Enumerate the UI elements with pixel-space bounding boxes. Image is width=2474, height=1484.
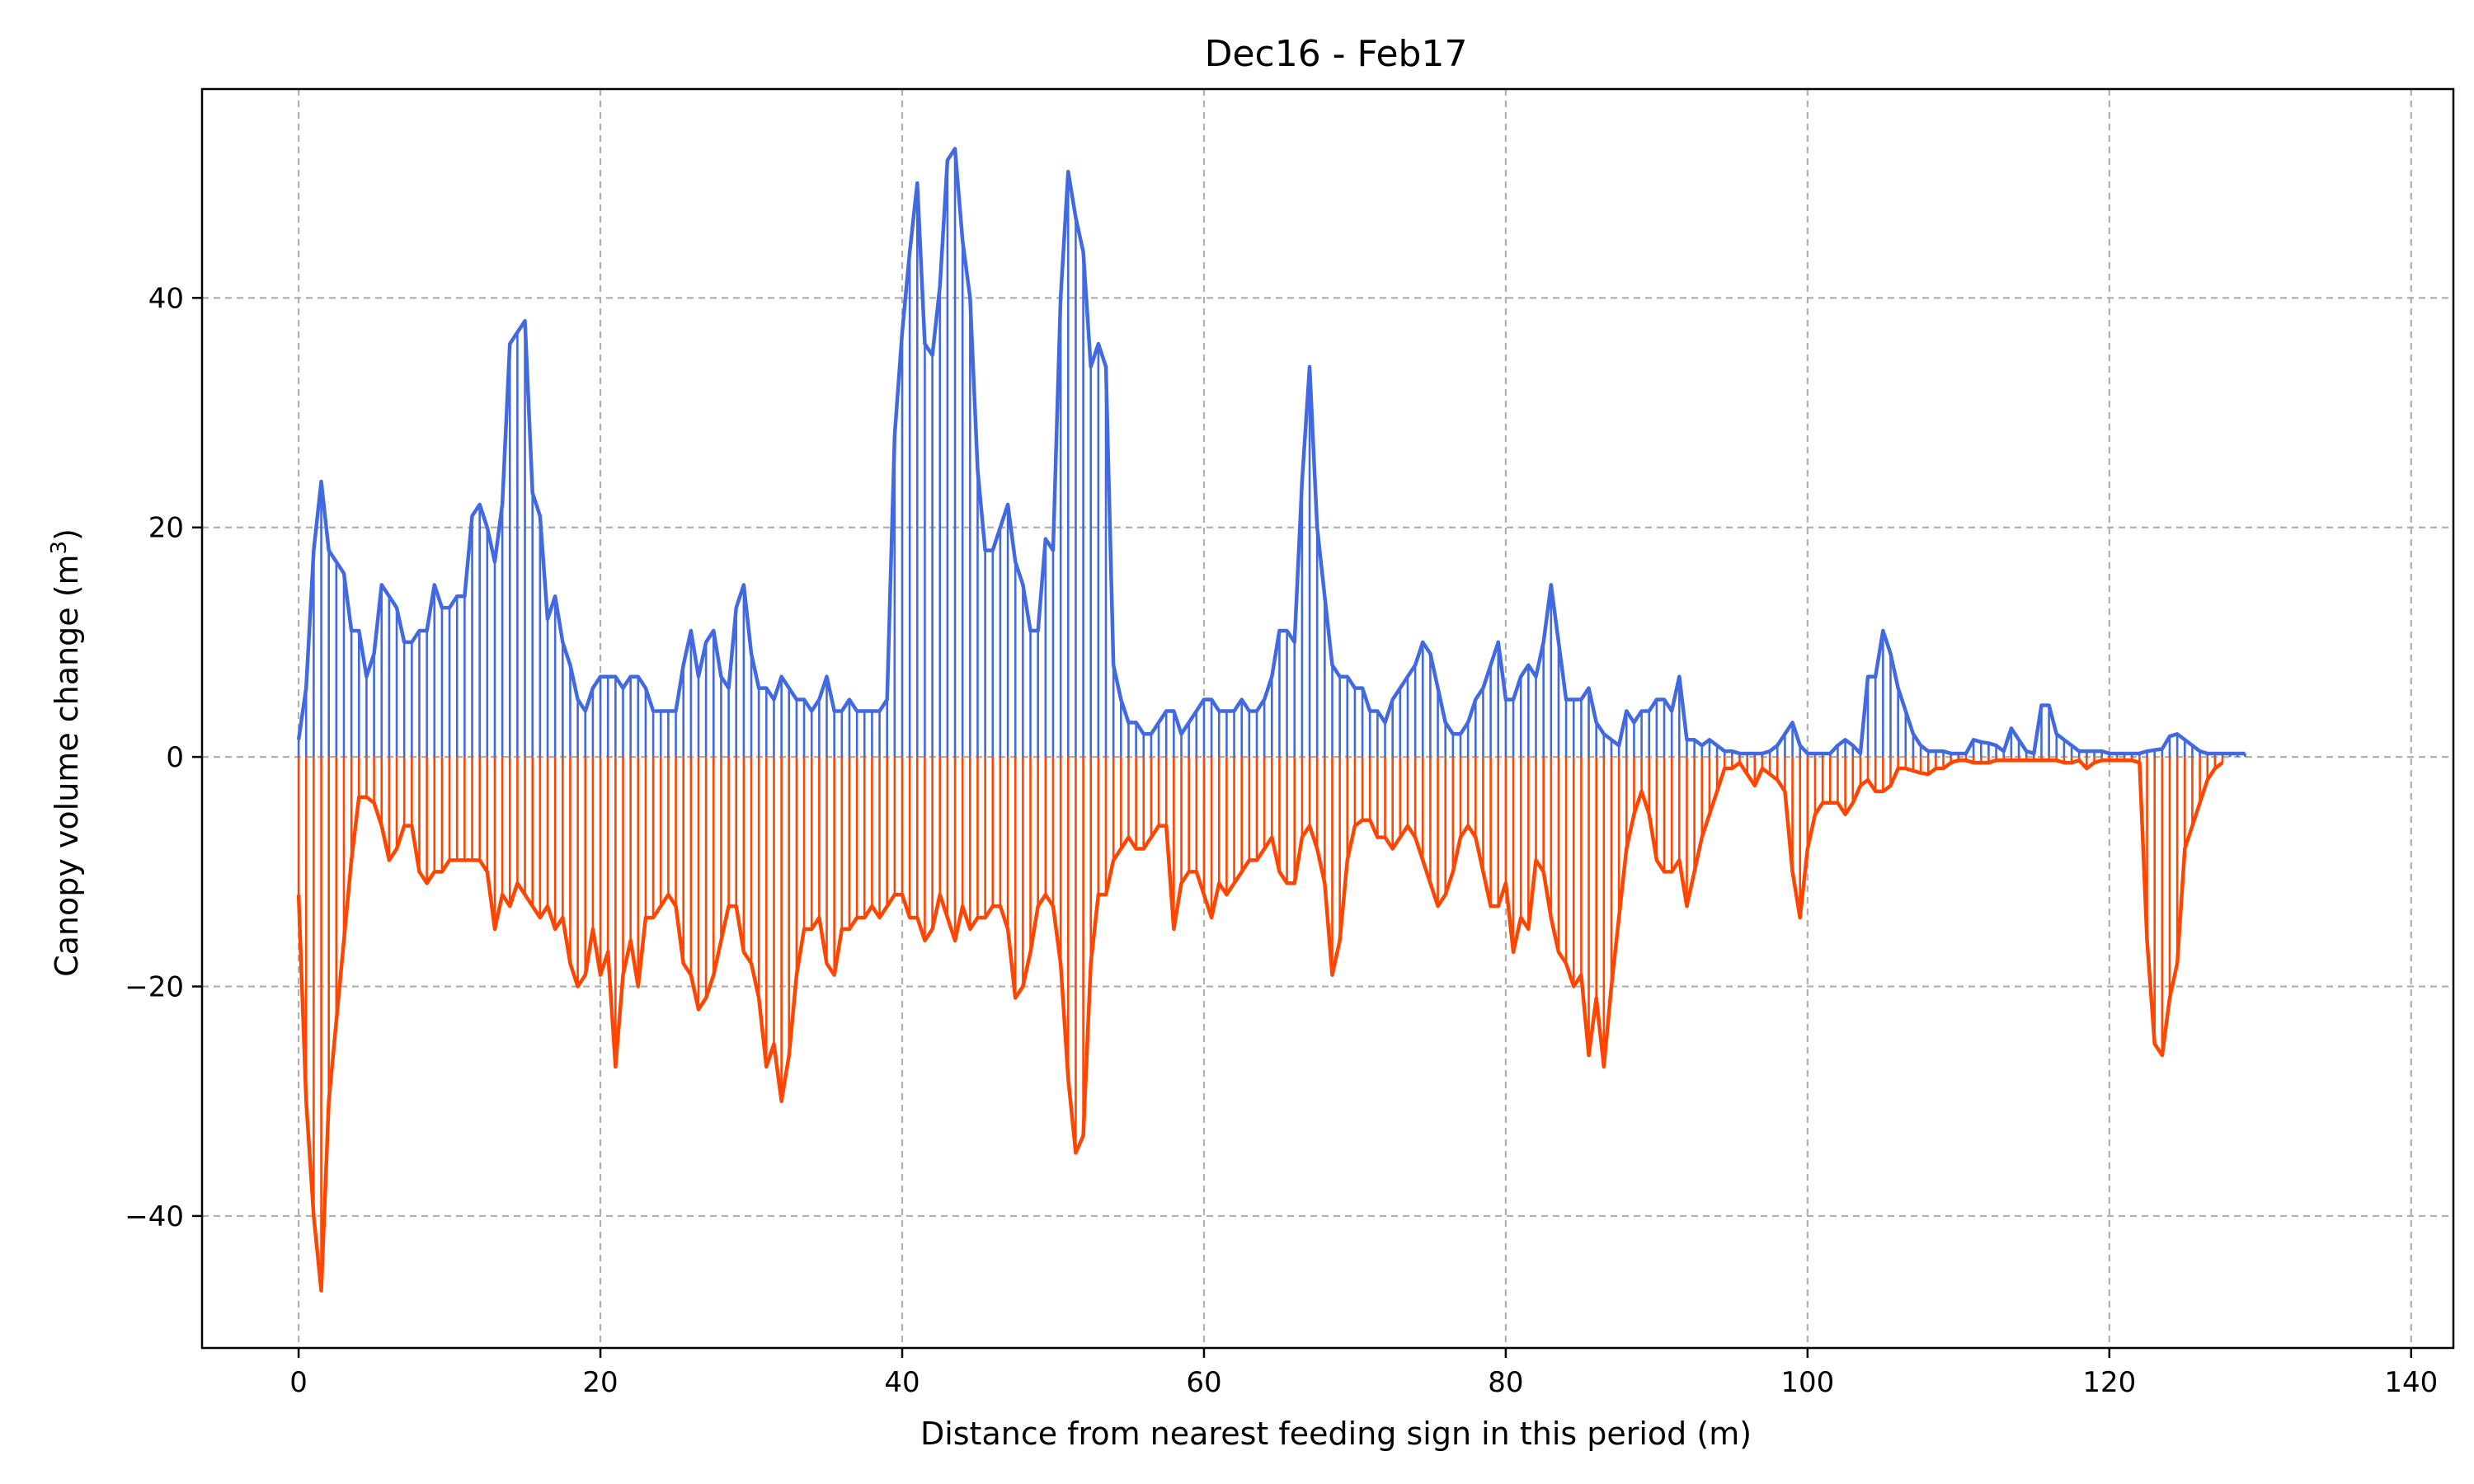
chart-title: Dec16 - Feb17 <box>1205 33 1468 75</box>
x-tick-label: 0 <box>289 1366 308 1399</box>
y-tick-label: 0 <box>166 741 184 774</box>
x-tick-label: 120 <box>2082 1366 2136 1399</box>
y-axis-label-superscript: 3 <box>47 541 72 555</box>
y-axis-label: Canopy volume change (m3) <box>47 528 85 977</box>
y-tick-label: 40 <box>148 282 184 315</box>
ticks: 0 20 40 60 80 100 120 140 −40 −20 0 20 40 <box>125 282 2438 1399</box>
y-axis-label-main: Canopy volume change (m <box>49 554 85 976</box>
x-tick-label: 20 <box>582 1366 618 1399</box>
y-tick-label: 20 <box>148 512 184 545</box>
x-tick-label: 100 <box>1780 1366 1834 1399</box>
stems <box>297 148 2246 1291</box>
x-tick-label: 40 <box>884 1366 920 1399</box>
y-tick-label: −40 <box>125 1200 184 1233</box>
x-tick-label: 80 <box>1488 1366 1523 1399</box>
x-tick-label: 60 <box>1186 1366 1221 1399</box>
x-tick-label: 140 <box>2384 1366 2438 1399</box>
y-tick-label: −20 <box>125 971 184 1004</box>
y-axis-label-close: ) <box>49 528 85 541</box>
series-lines <box>296 147 2246 1293</box>
plot-frame <box>200 87 2455 1350</box>
gain-series-line <box>296 147 2246 756</box>
loss-series-line <box>296 758 2224 1293</box>
x-axis-label: Distance from nearest feeding sign in th… <box>920 1416 1752 1452</box>
